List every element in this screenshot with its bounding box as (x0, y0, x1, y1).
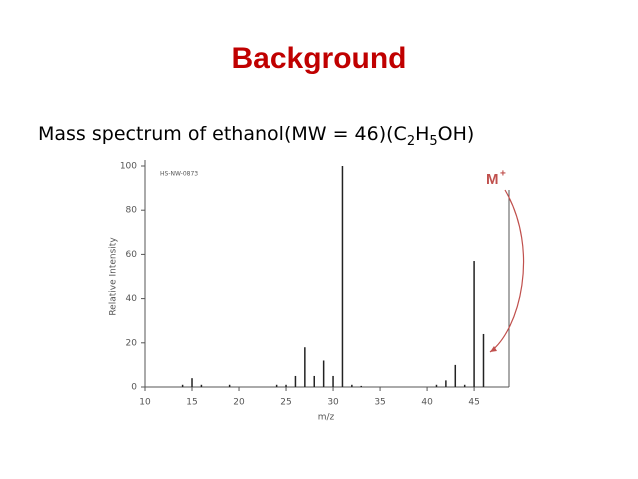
x-tick-label: 15 (186, 398, 197, 408)
y-tick-label: 80 (126, 206, 138, 216)
chart: 0 20 40 60 80 100 10 15 20 25 30 35 40 45 m/z Relative … (109, 160, 525, 423)
spectrum-id: HS-NW-0873 (160, 171, 198, 178)
peak (200, 384, 203, 387)
peak (351, 384, 353, 387)
subtitle-text: H (415, 123, 429, 145)
x-tick-label: 45 (468, 398, 479, 408)
x-tick-label: 40 (421, 398, 433, 408)
peak (341, 166, 344, 387)
peak (360, 385, 363, 387)
peak (228, 384, 231, 387)
y-tick-label: 60 (126, 250, 138, 260)
x-tick-label: 25 (280, 398, 291, 408)
x-tick-label: 10 (139, 398, 151, 408)
subscript: 2 (407, 134, 415, 149)
peak (463, 384, 466, 387)
annotation-arrow (489, 189, 525, 353)
x-tick-label: 30 (327, 398, 339, 408)
arrow-head (490, 346, 497, 352)
peak (473, 261, 475, 387)
x-tick-label: 35 (374, 398, 385, 408)
peak (445, 380, 447, 387)
peak (435, 384, 438, 387)
peak (275, 384, 278, 387)
peak (181, 384, 184, 387)
peak (332, 375, 334, 387)
peak (313, 375, 315, 387)
x-axis-label: m/z (318, 413, 335, 423)
peak (294, 375, 297, 387)
peak (191, 378, 193, 387)
peak (322, 360, 325, 387)
peak (285, 384, 287, 387)
peak (304, 347, 306, 387)
peak (454, 364, 457, 387)
y-tick-label: 40 (126, 294, 138, 304)
subtitle-text: OH) (438, 123, 475, 145)
y-tick-label: 0 (131, 383, 137, 393)
y-tick-label: 20 (126, 338, 138, 348)
annotation: M (486, 171, 499, 188)
peak (482, 333, 485, 387)
x-tick-label: 20 (233, 398, 245, 408)
subscript: 5 (429, 134, 437, 149)
y-tick-label: 100 (120, 162, 137, 172)
subtitle-text: Mass spectrum of ethanol(MW = 46)(C (38, 123, 407, 145)
slide-title: Background (231, 42, 406, 75)
slide-subtitle: Mass spectrum of ethanol(MW = 46)(C2H5OH… (38, 123, 474, 149)
y-axis-label: Relative Intensity (109, 237, 119, 316)
annotation-superscript: + (500, 169, 506, 180)
